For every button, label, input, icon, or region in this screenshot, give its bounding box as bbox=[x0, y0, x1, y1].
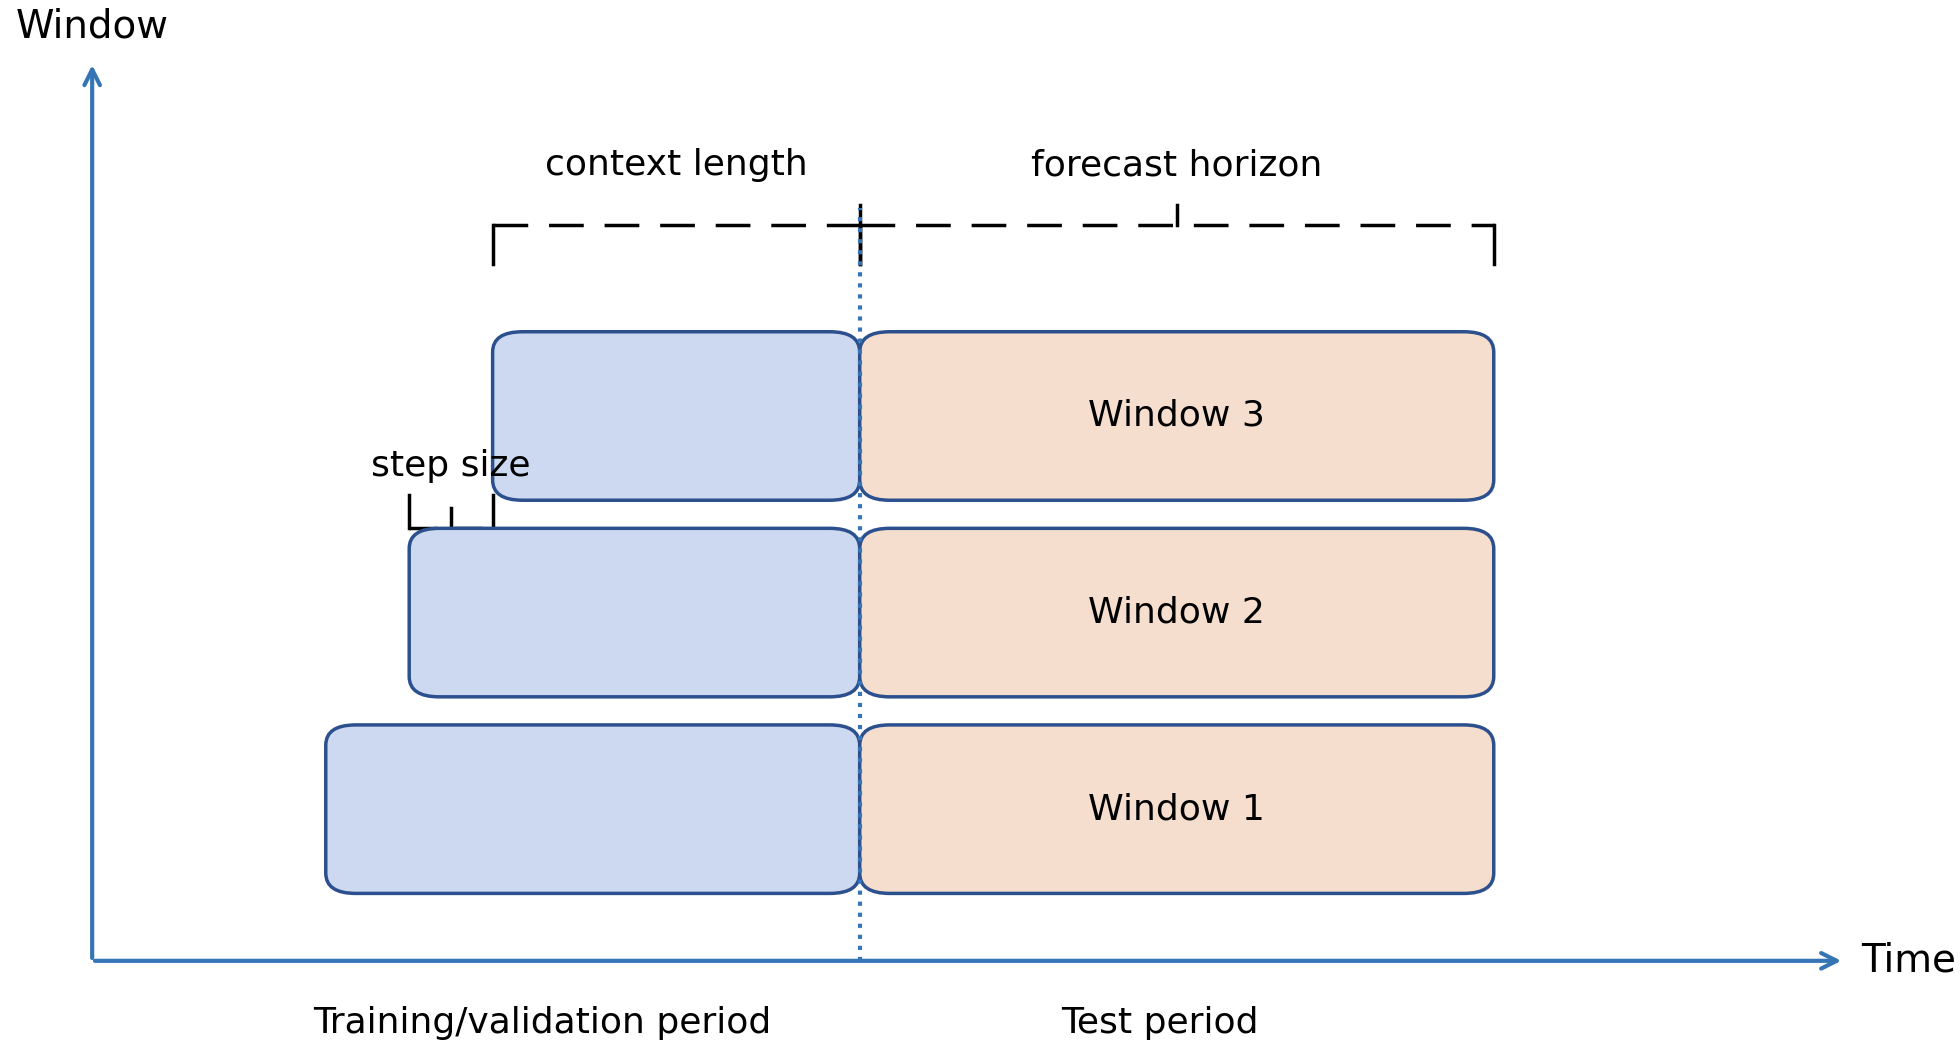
Text: step size: step size bbox=[370, 450, 531, 483]
Text: Test period: Test period bbox=[1060, 1006, 1258, 1040]
Text: Time: Time bbox=[1860, 941, 1956, 980]
Text: Training/validation period: Training/validation period bbox=[314, 1006, 772, 1040]
FancyBboxPatch shape bbox=[860, 725, 1494, 893]
FancyBboxPatch shape bbox=[860, 332, 1494, 500]
Text: Window: Window bbox=[16, 7, 169, 45]
FancyBboxPatch shape bbox=[325, 725, 860, 893]
Text: forecast horizon: forecast horizon bbox=[1031, 149, 1323, 182]
Text: Window 1: Window 1 bbox=[1088, 792, 1264, 826]
Text: Window 3: Window 3 bbox=[1088, 399, 1264, 433]
FancyBboxPatch shape bbox=[410, 528, 860, 697]
Text: Window 2: Window 2 bbox=[1088, 595, 1264, 630]
FancyBboxPatch shape bbox=[492, 332, 860, 500]
FancyBboxPatch shape bbox=[860, 528, 1494, 697]
Text: context length: context length bbox=[545, 149, 808, 182]
